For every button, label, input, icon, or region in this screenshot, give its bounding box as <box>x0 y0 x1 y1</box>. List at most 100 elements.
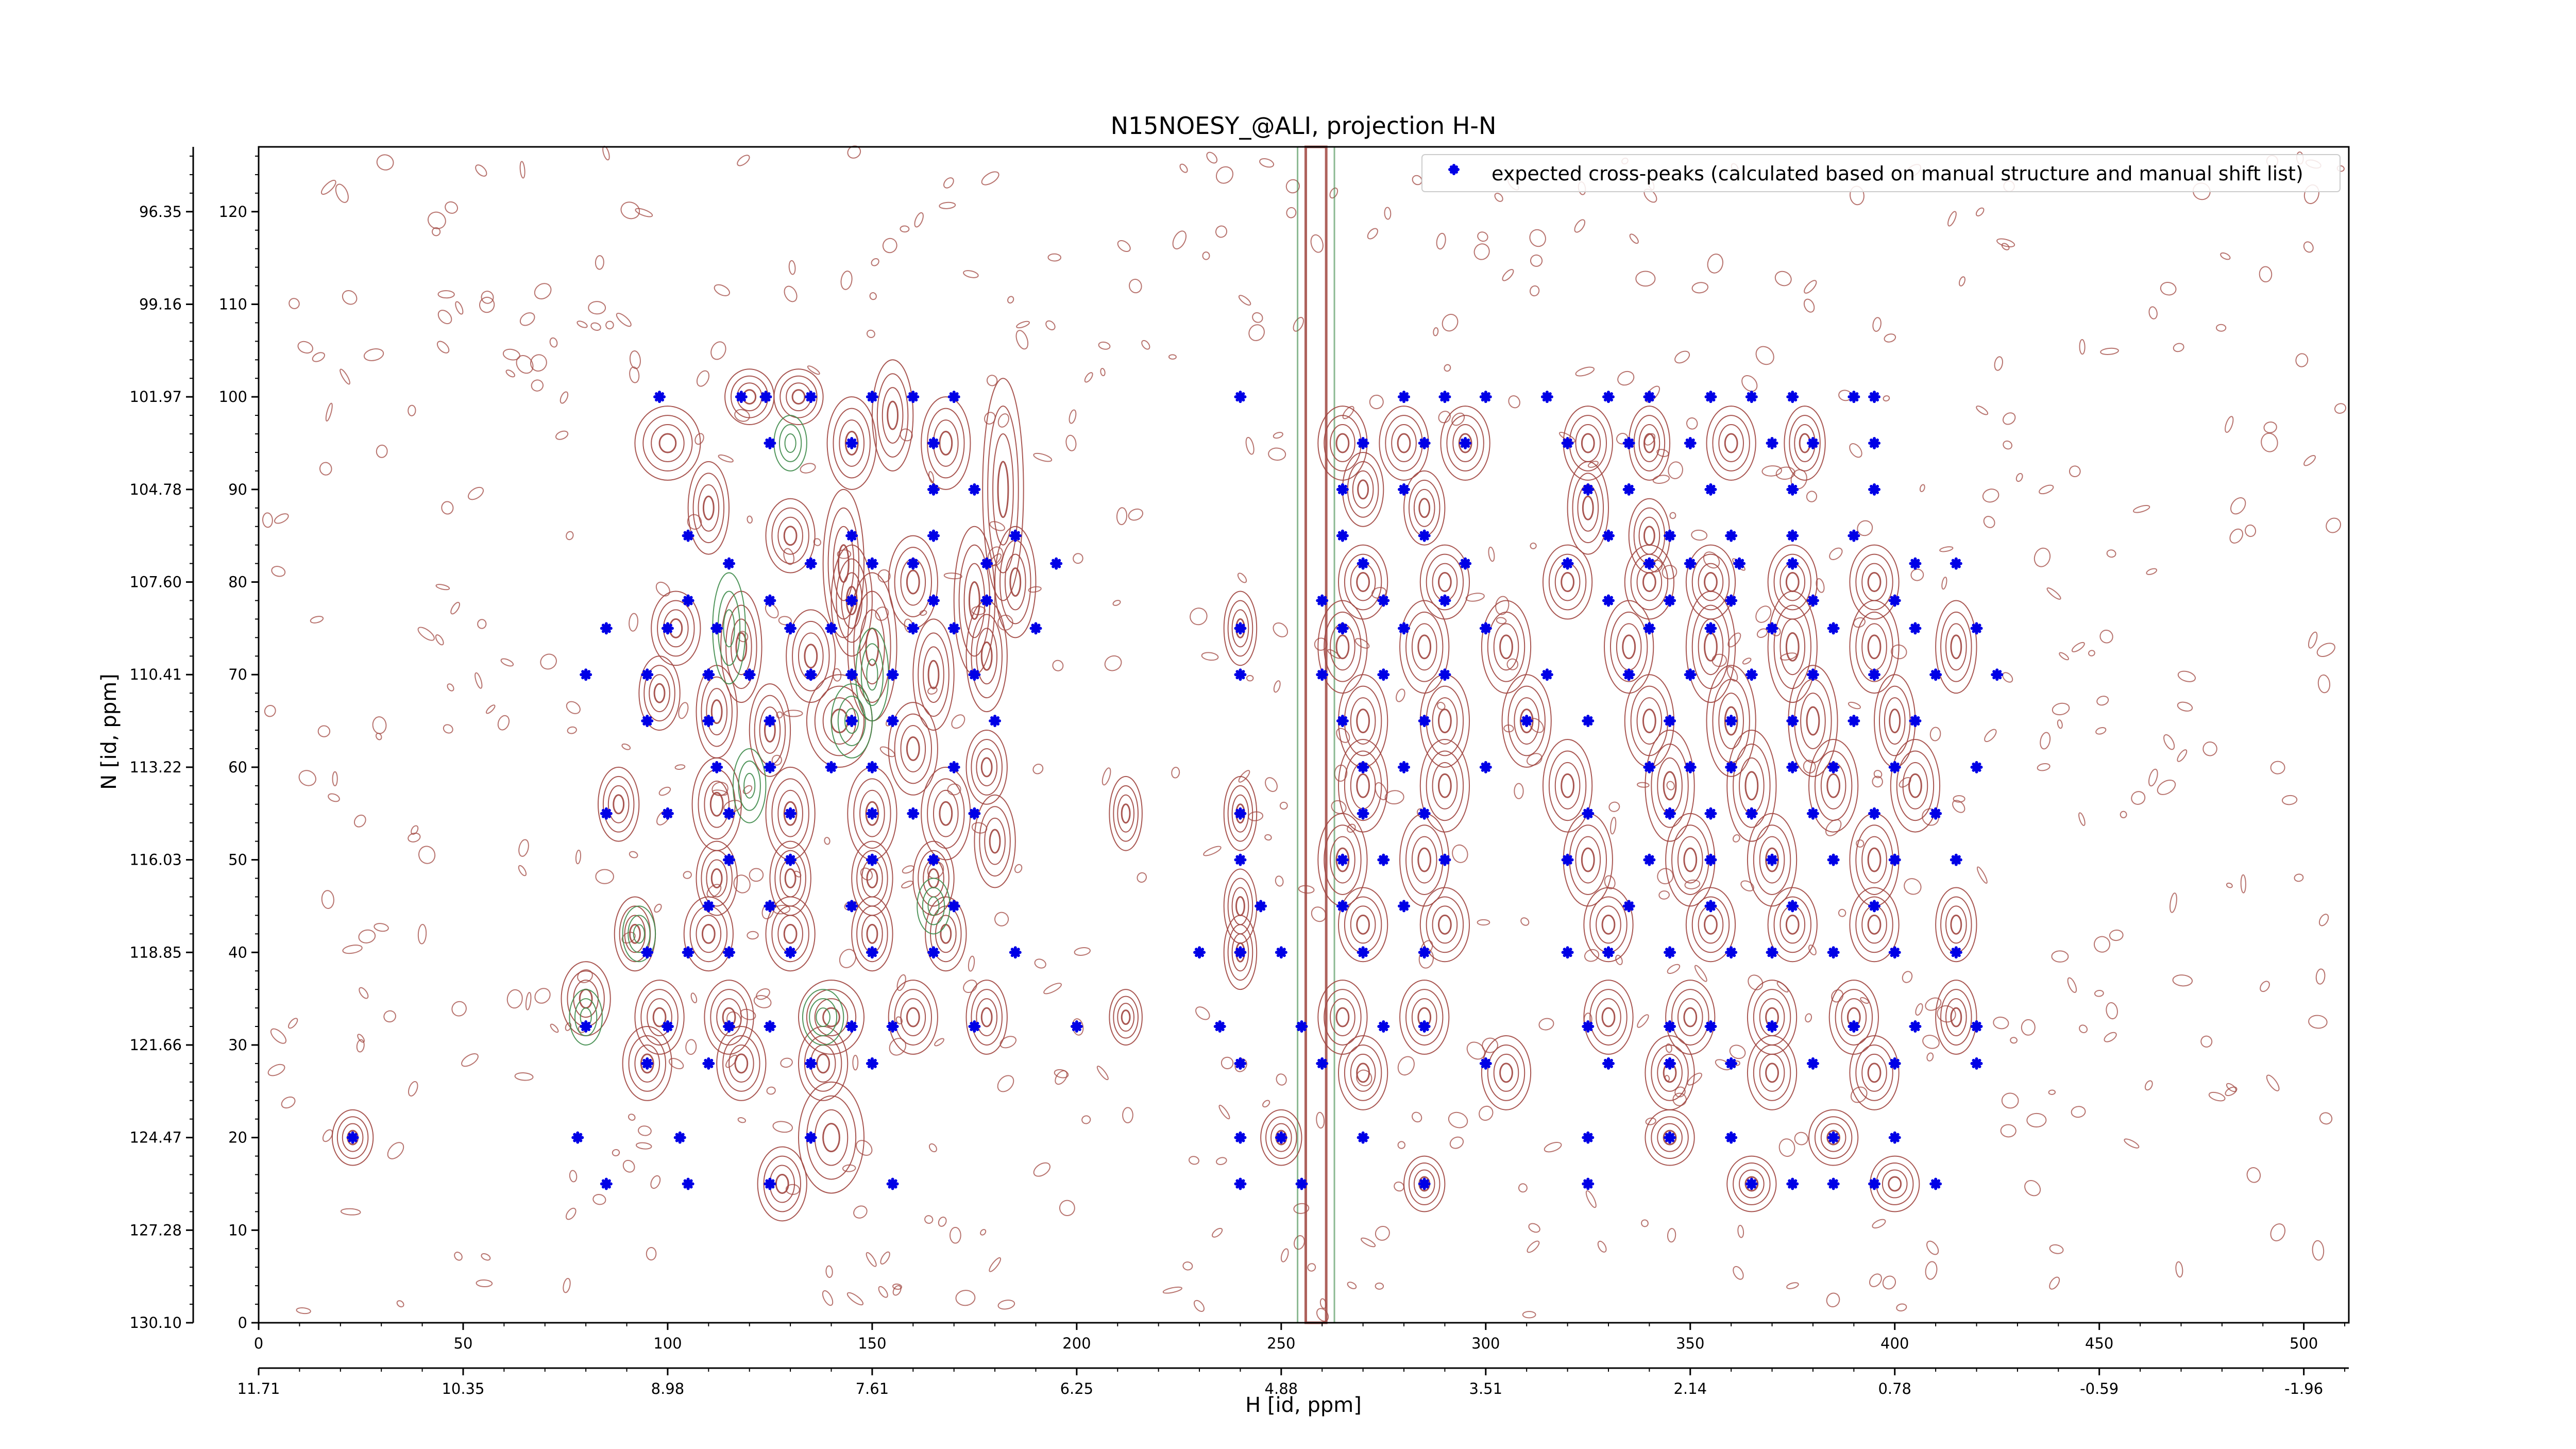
noise-contour <box>497 715 510 731</box>
noise-contour <box>2039 484 2054 495</box>
positive-contour <box>859 609 885 685</box>
noise-contour <box>267 1064 285 1076</box>
cross-peak-point <box>1704 807 1717 820</box>
cross-peak-point <box>1848 715 1860 728</box>
noise-contour <box>737 155 750 166</box>
noise-contour <box>1354 638 1370 649</box>
positive-contour <box>1437 773 1452 798</box>
noise-contour <box>417 923 427 945</box>
positive-contour <box>771 507 809 564</box>
cross-peak-point <box>1336 483 1349 496</box>
cross-peak-point <box>1848 1020 1860 1033</box>
positive-contour <box>1601 914 1616 935</box>
negative-contour <box>628 915 651 953</box>
positive-contour <box>622 1026 672 1101</box>
positive-contour <box>876 373 909 458</box>
noise-contour <box>2079 339 2086 355</box>
positive-contour <box>786 609 836 703</box>
noise-contour <box>2177 749 2188 762</box>
cross-peak-point <box>1888 853 1901 866</box>
negative-contour <box>773 415 807 471</box>
positive-contour <box>701 850 733 907</box>
cross-peak-point <box>1766 946 1778 959</box>
noise-contour <box>1733 1266 1744 1280</box>
legend[interactable]: expected cross-peaks (calculated based o… <box>1421 154 2341 192</box>
noise-contour <box>577 969 593 983</box>
cross-peak-point <box>1888 1057 1901 1070</box>
cross-peak-point <box>845 668 858 681</box>
positive-contour <box>1855 1044 1893 1101</box>
positive-contour <box>1726 1155 1777 1212</box>
positive-contour <box>925 896 967 972</box>
noise-contour <box>1891 644 1907 660</box>
cross-peak-point <box>845 436 858 449</box>
positive-contour <box>1657 1053 1683 1092</box>
positive-contour <box>1426 553 1464 611</box>
cross-peak-point <box>1316 1057 1329 1070</box>
positive-contour <box>1335 433 1350 453</box>
noise-contour <box>1667 1228 1676 1243</box>
noise-contour <box>629 350 641 369</box>
noise-contour <box>968 955 975 972</box>
y-tick-label: 80 <box>228 574 247 591</box>
cross-peak-point <box>1664 1131 1676 1144</box>
noise-contour <box>1043 983 1062 995</box>
x-tick-label: 450 <box>2085 1335 2113 1352</box>
positive-contour <box>1581 433 1595 453</box>
cross-peak-point <box>1704 1020 1717 1033</box>
x-ppm-tick-label: 10.35 <box>442 1380 484 1397</box>
noise-contour <box>1494 193 1503 202</box>
noise-contour <box>342 290 358 305</box>
positive-contour <box>1426 750 1464 821</box>
cross-peak-point <box>1438 853 1451 866</box>
cross-peak-point <box>804 1131 817 1144</box>
cross-peak-point <box>1806 668 1819 681</box>
positive-contour <box>906 736 920 761</box>
positive-contour <box>1806 706 1820 736</box>
noise-contour <box>1644 433 1656 446</box>
noise-contour <box>408 1081 418 1097</box>
cross-peak-point <box>1929 668 1942 681</box>
noise-contour <box>2106 549 2116 558</box>
noise-contour <box>540 653 557 670</box>
positive-contour <box>1260 1109 1302 1166</box>
noise-contour <box>2148 768 2158 787</box>
positive-contour <box>1726 730 1777 842</box>
noise-contour <box>1848 701 1861 710</box>
cross-peak-point <box>1418 1177 1431 1190</box>
noise-contour <box>1237 572 1247 583</box>
cross-peak-point <box>804 557 817 570</box>
positive-contour <box>1638 424 1660 462</box>
cross-peak-point <box>1479 391 1492 403</box>
noise-contour <box>322 1129 333 1142</box>
noise-contour <box>588 301 606 315</box>
noise-contour <box>690 992 698 1003</box>
x-ppm-tick-label: 7.61 <box>856 1380 889 1397</box>
noise-contour <box>2109 929 2124 941</box>
noise-contour <box>2040 732 2051 750</box>
positive-contour <box>701 923 716 944</box>
noise-contour <box>824 837 831 845</box>
positive-contour <box>1935 600 1977 694</box>
positive-contour <box>342 1123 364 1152</box>
positive-contour <box>647 998 672 1036</box>
positive-contour <box>1417 634 1432 660</box>
positive-contour <box>1575 424 1601 462</box>
noise-contour <box>2015 473 2023 482</box>
y-tick-label: 40 <box>228 943 247 961</box>
cross-peak-point <box>1275 1131 1287 1144</box>
noise-contour <box>1849 443 1862 458</box>
positive-contour <box>1677 836 1703 884</box>
cross-peak-point <box>682 594 694 607</box>
positive-contour <box>1861 563 1887 601</box>
cross-peak-point <box>764 761 776 773</box>
noise-contour <box>788 260 796 275</box>
positive-contour <box>1636 697 1663 745</box>
positive-contour <box>851 840 893 916</box>
cross-peak-point <box>764 1020 776 1033</box>
cross-peak-point <box>1684 557 1697 570</box>
noise-contour <box>878 1286 888 1298</box>
noise-contour <box>1502 269 1514 281</box>
noise-contour <box>1171 767 1180 779</box>
cross-peak-point <box>886 715 899 728</box>
